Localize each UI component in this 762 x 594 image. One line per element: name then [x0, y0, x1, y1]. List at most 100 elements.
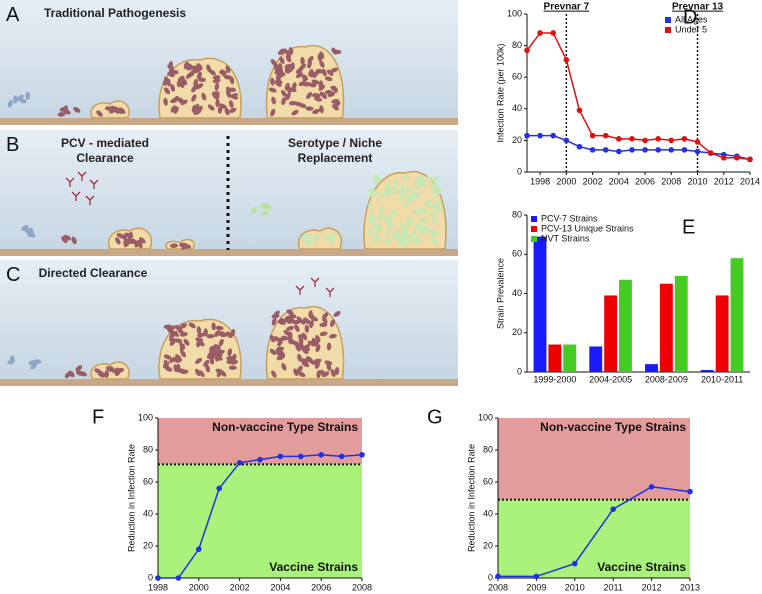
y-tick-label: 0: [488, 572, 493, 582]
cell: [176, 368, 185, 373]
cell: [215, 368, 224, 374]
cell: [319, 51, 325, 60]
cell: [310, 316, 318, 322]
cell: [104, 369, 109, 378]
cell: [284, 68, 293, 73]
marker: [572, 560, 578, 567]
cell: [400, 183, 406, 192]
cell: [296, 365, 303, 373]
line: [498, 486, 691, 578]
cell: [68, 370, 75, 378]
cell: [203, 328, 208, 337]
cell: [299, 63, 307, 70]
cell: [27, 232, 36, 238]
panel-label: C: [6, 264, 21, 286]
cell: [378, 212, 383, 221]
cell: [432, 190, 439, 197]
marker: [602, 132, 609, 139]
antibody: [77, 171, 87, 181]
cell: [435, 198, 442, 206]
y-tick-label: 0: [517, 366, 522, 376]
cell: [300, 346, 309, 351]
cell: [181, 78, 188, 86]
cell: [201, 92, 207, 101]
cell: [219, 331, 228, 337]
y-tick-label: 80: [483, 444, 493, 454]
marker: [668, 147, 675, 153]
cell: [427, 203, 436, 209]
cell: [211, 91, 220, 96]
cell: [324, 360, 333, 366]
cell: [125, 233, 134, 239]
cell: [297, 353, 302, 362]
marker: [629, 136, 635, 142]
marker: [550, 30, 557, 36]
cell: [367, 228, 376, 234]
cell: [315, 344, 321, 353]
marker: [707, 150, 714, 156]
y-tick-label: 0: [148, 572, 153, 582]
cell: [229, 107, 237, 113]
x-tick-label: 2002: [583, 176, 603, 186]
region: [498, 499, 690, 578]
y-axis-label: Strain Prevalence: [495, 258, 505, 329]
marker: [629, 147, 635, 153]
cell: [170, 97, 178, 104]
cell: [383, 238, 391, 244]
marker: [155, 575, 161, 581]
cell: [301, 317, 307, 325]
cell: [324, 235, 331, 242]
cell: [367, 213, 375, 220]
cell: [270, 77, 275, 86]
y-tick-label: 40: [512, 288, 522, 298]
panel-label: G: [427, 406, 443, 428]
cell: [414, 192, 422, 199]
illustration: [7, 44, 447, 380]
cell: [303, 357, 310, 364]
cell: [294, 324, 300, 332]
cell: [173, 106, 179, 114]
marker: [668, 137, 675, 144]
cell: [405, 186, 414, 193]
cell: [134, 240, 141, 248]
cell: [330, 319, 335, 327]
cell: [305, 106, 314, 111]
cell: [115, 237, 121, 245]
cell: [16, 94, 24, 101]
cell: [230, 328, 236, 337]
cell: [298, 371, 306, 378]
marker: [642, 137, 648, 144]
marker: [687, 488, 693, 495]
cell: [298, 341, 304, 349]
cell: [206, 333, 215, 339]
panel-label: F: [92, 406, 104, 428]
cell: [163, 354, 172, 360]
legend-label: Under 5: [675, 24, 707, 34]
cell: [186, 72, 193, 79]
x-tick-label: 2008: [352, 582, 372, 592]
cell: [271, 317, 277, 326]
cell: [73, 107, 81, 113]
cell: [212, 75, 221, 80]
marker: [589, 132, 596, 139]
cell: [208, 69, 216, 76]
cell: [228, 100, 234, 109]
cell: [227, 348, 233, 357]
cell: [75, 365, 83, 372]
cell: [104, 106, 113, 111]
y-tick-label: 60: [143, 476, 153, 486]
cell: [281, 335, 289, 341]
y-tick-label: 60: [512, 72, 522, 82]
cell: [212, 78, 221, 84]
cell: [211, 344, 218, 351]
cell: [429, 229, 438, 234]
cell: [198, 370, 205, 378]
legend-label: PCV-7 Strains: [541, 213, 598, 223]
cell: [191, 85, 198, 93]
x-tick-label: 2010-2011: [701, 374, 743, 384]
cell: [63, 105, 69, 114]
cell: [180, 350, 187, 358]
cell: [385, 228, 392, 236]
cell: [62, 234, 68, 243]
cell: [223, 75, 232, 80]
